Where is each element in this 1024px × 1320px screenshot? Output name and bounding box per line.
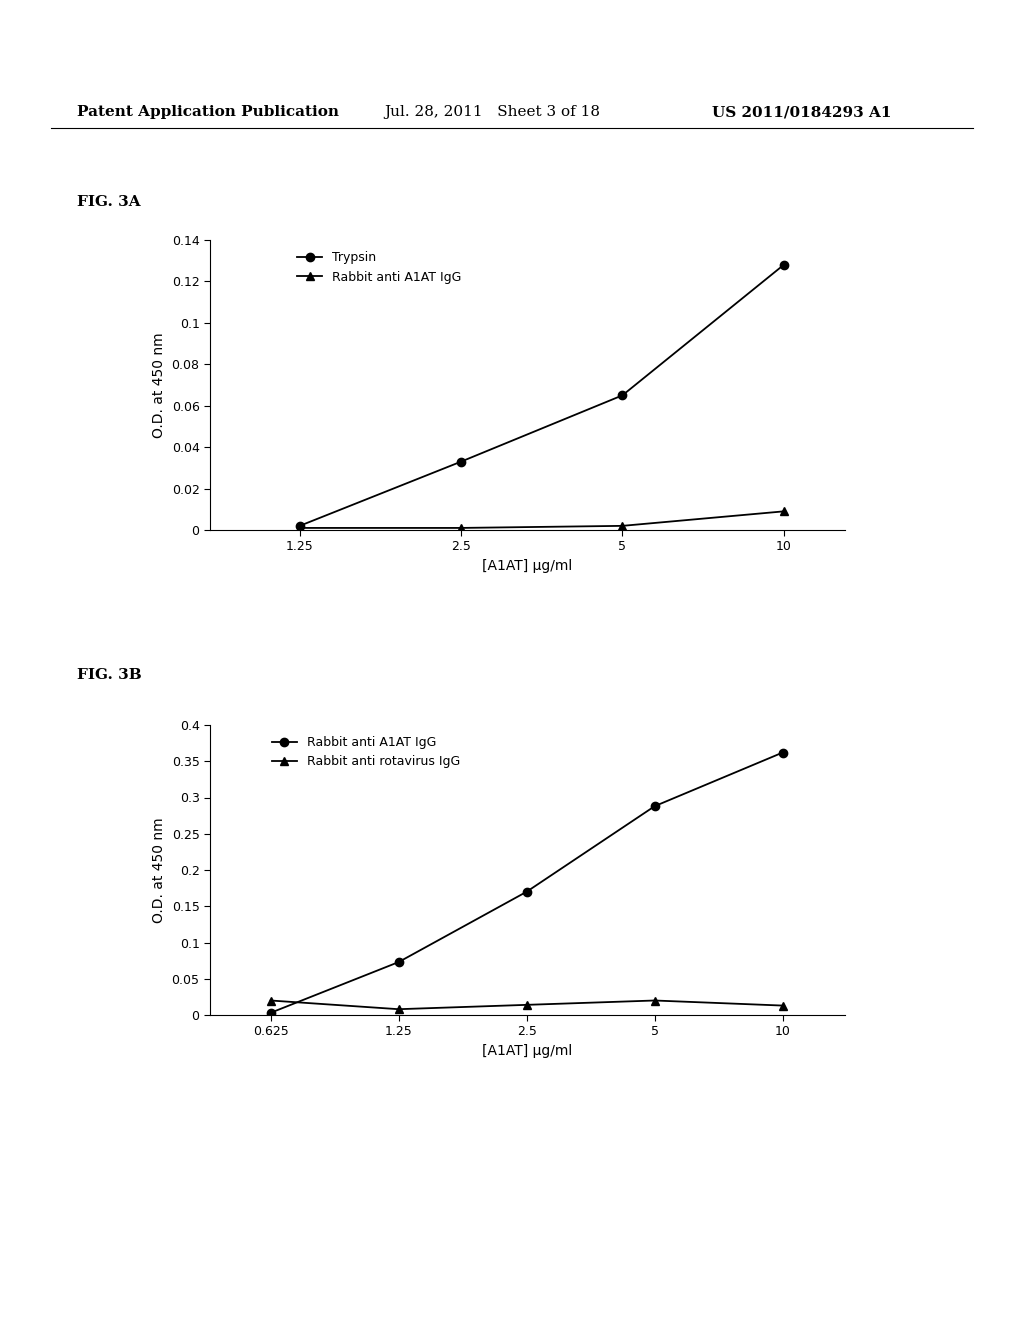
Line: Rabbit anti A1AT IgG: Rabbit anti A1AT IgG [266, 748, 786, 1016]
Trypsin [616, 388, 629, 404]
X-axis label: [A1AT] μg/ml: [A1AT] μg/ml [482, 1044, 572, 1057]
Rabbit anti A1AT IgG [776, 744, 788, 760]
Legend: Trypsin, Rabbit anti A1AT IgG: Trypsin, Rabbit anti A1AT IgG [293, 247, 467, 289]
Rabbit anti A1AT IgG [294, 520, 306, 536]
X-axis label: [A1AT] μg/ml: [A1AT] μg/ml [482, 558, 572, 573]
Rabbit anti A1AT IgG [616, 517, 629, 533]
Trypsin [455, 454, 467, 470]
Text: FIG. 3B: FIG. 3B [77, 668, 141, 682]
Trypsin [777, 257, 790, 273]
Rabbit anti A1AT IgG [455, 520, 467, 536]
Rabbit anti A1AT IgG [392, 954, 404, 970]
Text: Patent Application Publication: Patent Application Publication [77, 106, 339, 119]
Text: Jul. 28, 2011   Sheet 3 of 18: Jul. 28, 2011 Sheet 3 of 18 [384, 106, 600, 119]
Rabbit anti rotavirus IgG [264, 993, 276, 1008]
Line: Rabbit anti A1AT IgG: Rabbit anti A1AT IgG [296, 507, 787, 532]
Legend: Rabbit anti A1AT IgG, Rabbit anti rotavirus IgG: Rabbit anti A1AT IgG, Rabbit anti rotavi… [267, 731, 465, 774]
Rabbit anti rotavirus IgG [648, 993, 660, 1008]
Y-axis label: O.D. at 450 nm: O.D. at 450 nm [152, 333, 166, 438]
Rabbit anti rotavirus IgG [520, 997, 532, 1012]
Line: Trypsin: Trypsin [296, 260, 787, 531]
Rabbit anti A1AT IgG [264, 1005, 276, 1020]
Y-axis label: O.D. at 450 nm: O.D. at 450 nm [152, 817, 166, 923]
Rabbit anti A1AT IgG [520, 884, 532, 900]
Rabbit anti rotavirus IgG [776, 998, 788, 1014]
Trypsin [294, 517, 306, 533]
Rabbit anti A1AT IgG [648, 799, 660, 814]
Text: US 2011/0184293 A1: US 2011/0184293 A1 [712, 106, 891, 119]
Line: Rabbit anti rotavirus IgG: Rabbit anti rotavirus IgG [266, 997, 786, 1014]
Rabbit anti A1AT IgG [777, 503, 790, 519]
Rabbit anti rotavirus IgG [392, 1002, 404, 1018]
Text: FIG. 3A: FIG. 3A [77, 195, 140, 209]
